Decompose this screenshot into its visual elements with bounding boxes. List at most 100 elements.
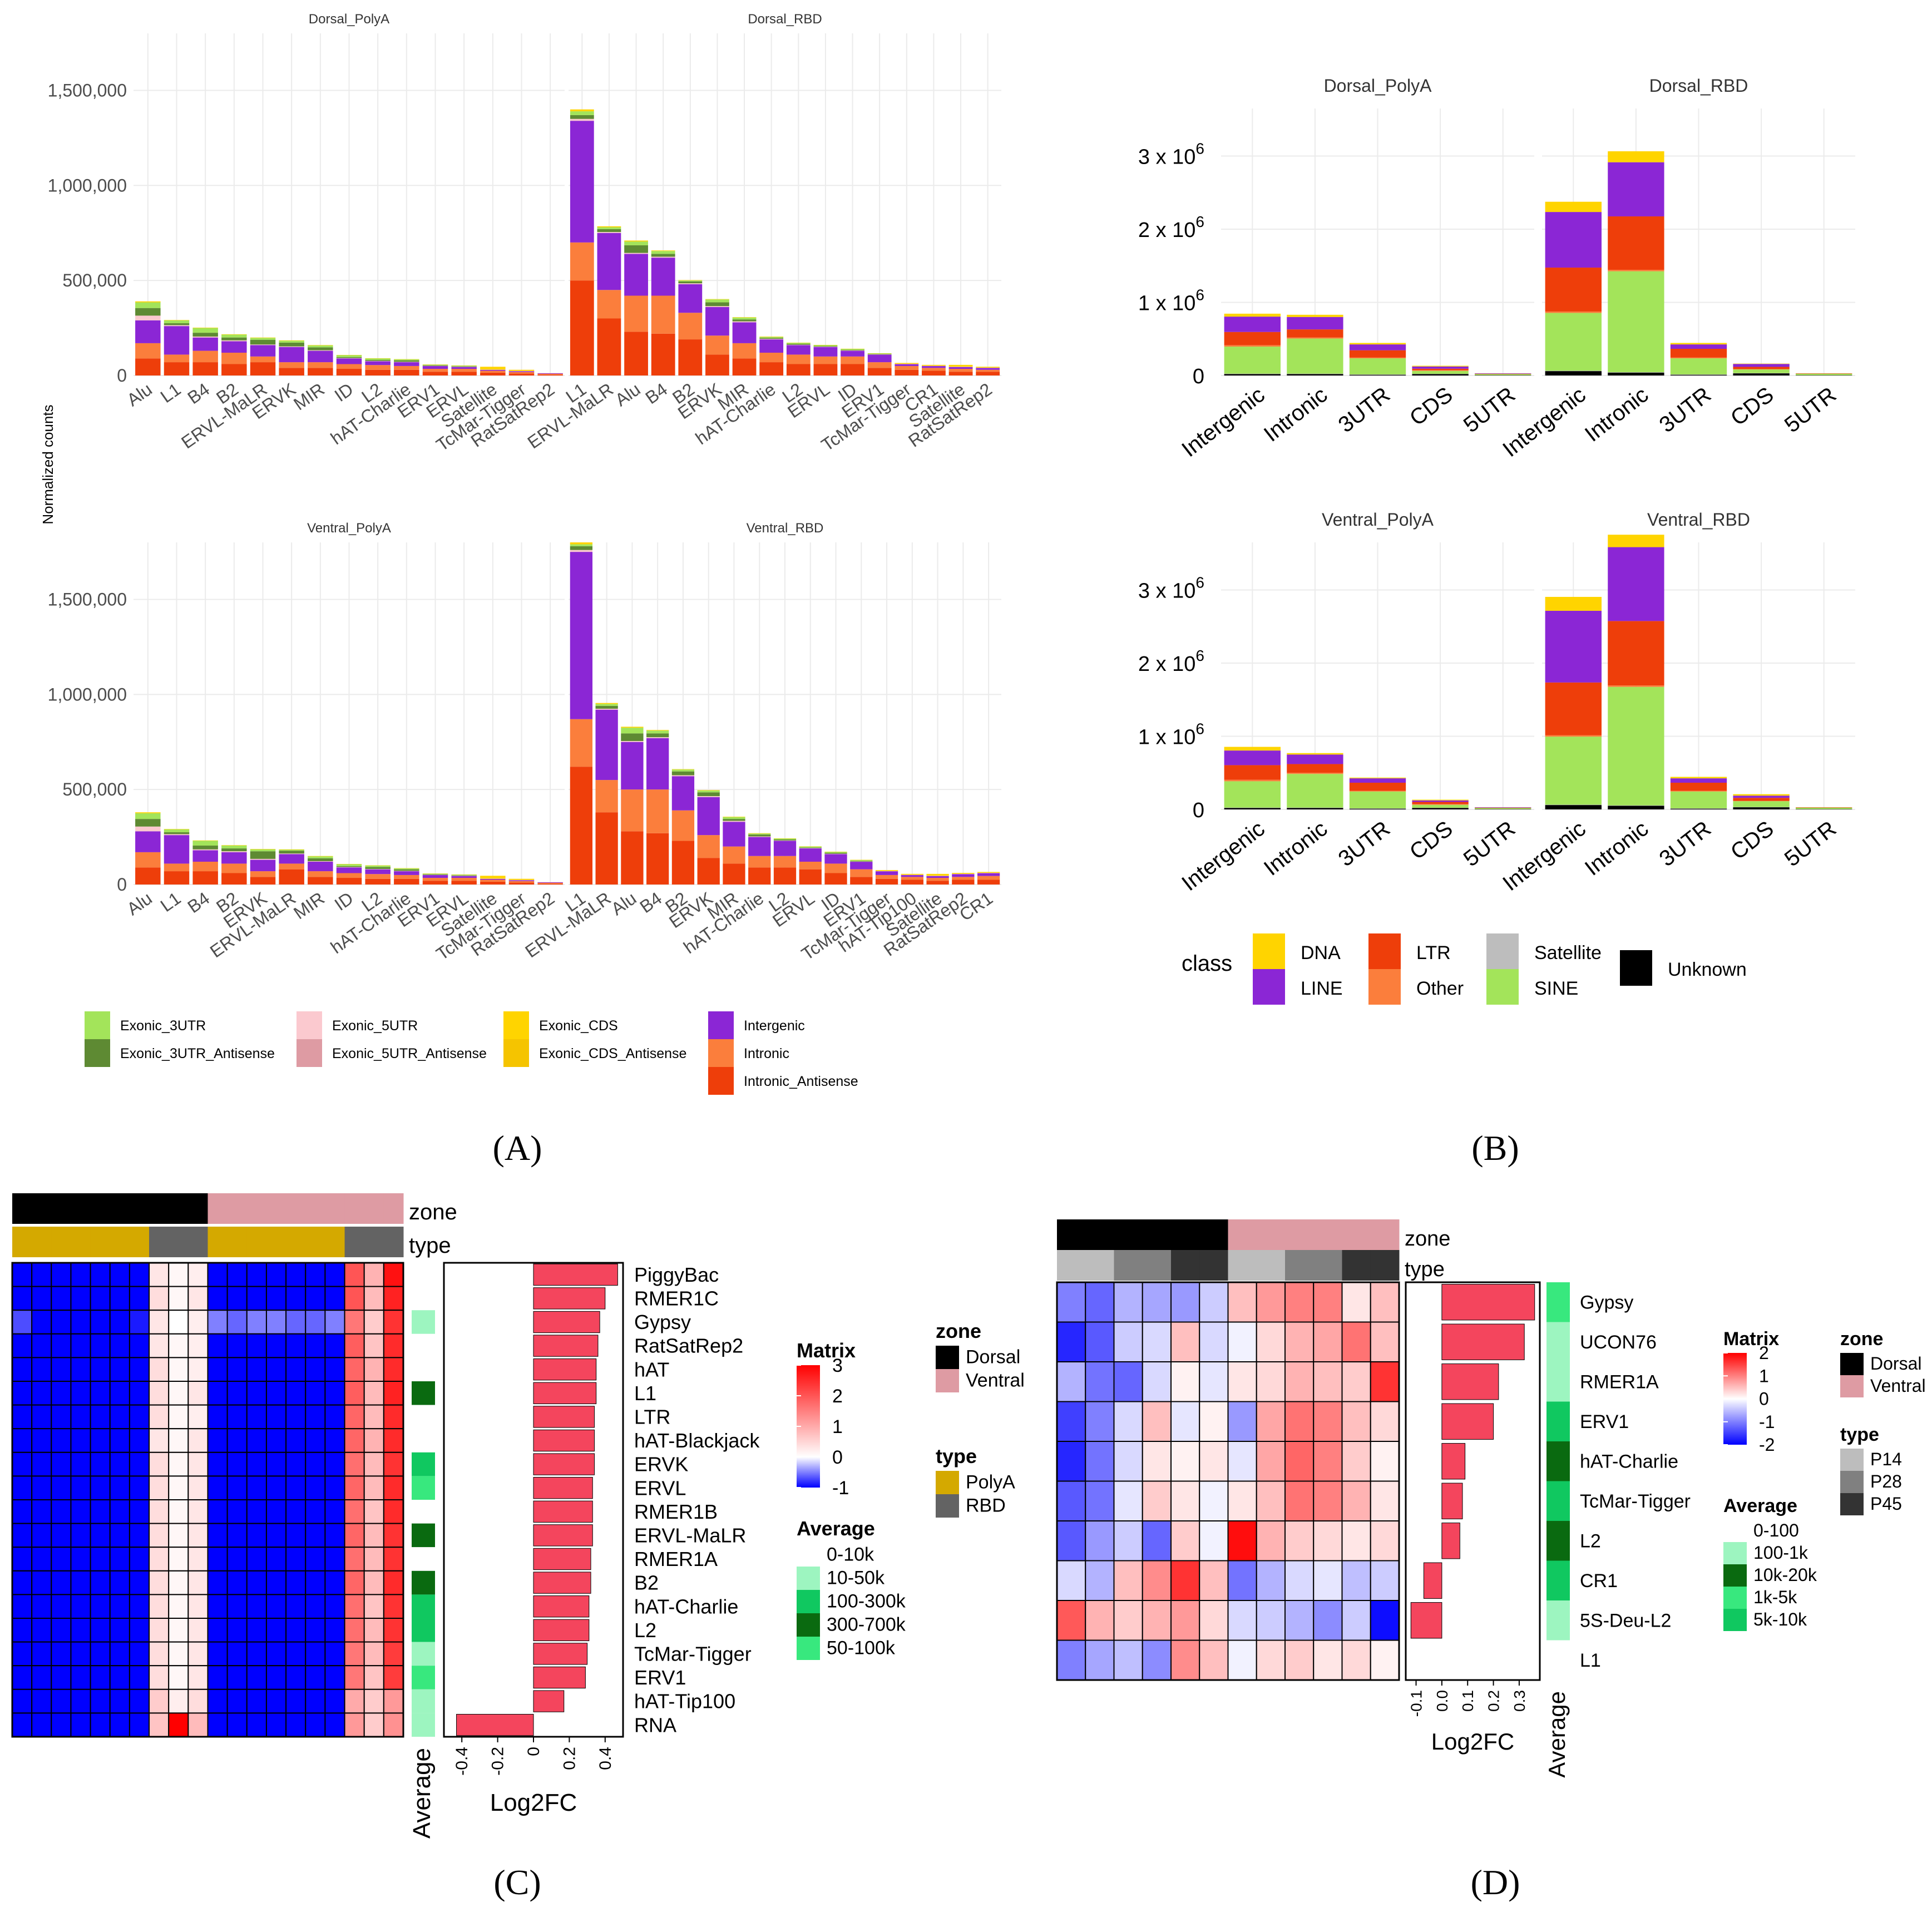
bar-segment-sine [1608, 271, 1664, 373]
heatmap-cell [226, 1641, 248, 1667]
log2fc-bar [533, 1406, 595, 1428]
heatmap-cell [149, 1570, 170, 1595]
heatmap-cell [70, 1310, 91, 1335]
legend-average-label: 0-10k [827, 1544, 874, 1565]
heatmap-cell [265, 1688, 287, 1714]
heatmap-cell [12, 1547, 33, 1572]
heatmap-cell [226, 1523, 248, 1548]
bar-segment-intronic-antisense [850, 877, 873, 885]
bar-segment-intronic-antisense [901, 880, 923, 885]
heatmap-cell [363, 1523, 384, 1548]
heatmap-cell [1227, 1520, 1257, 1562]
heatmap-cell [168, 1286, 189, 1311]
heatmap-cell [51, 1641, 72, 1667]
bar-segment-exonic-5utr [250, 344, 276, 345]
legend-label-other: Other [1416, 978, 1464, 999]
legend-label-exonic-3utr: Exonic_3UTR [120, 1018, 206, 1034]
heatmap-cell [285, 1310, 307, 1335]
bar-segment-ltr [1796, 807, 1852, 808]
heatmap-cell [305, 1357, 326, 1382]
bar-segment-intergenic [308, 350, 333, 363]
bar-segment-exonic-5utr [279, 853, 304, 854]
heatmap-cell [70, 1262, 91, 1287]
type-annotation-cell [110, 1227, 130, 1257]
bar-segment-exonic-3utr-antisense [621, 733, 644, 742]
heatmap-cell [1056, 1401, 1086, 1442]
zone-annotation-cell [129, 1193, 150, 1224]
heatmap-cell [305, 1688, 326, 1714]
bar-segment-sine [1475, 374, 1531, 376]
bar-segment-intronic-antisense [875, 878, 898, 885]
bar-segment-exonic-3utr [250, 849, 276, 852]
heatmap-cell [129, 1262, 150, 1287]
bar-segment-exonic-3utr-antisense [773, 839, 797, 841]
bar-segment-intergenic [365, 361, 391, 365]
bar-segment-exonic-3utr [646, 730, 669, 734]
bar-segment-ltr [1545, 682, 1602, 735]
heatmap-cell [149, 1547, 170, 1572]
heatmap-cell [383, 1570, 404, 1595]
heatmap-cell [207, 1618, 228, 1643]
zone-annotation-cell [1313, 1219, 1342, 1250]
heatmap-cell [246, 1475, 267, 1500]
bar-segment-intronic [841, 356, 864, 364]
type-annotation-cell [1199, 1250, 1228, 1281]
bar-segment-exonic-3utr-antisense [824, 852, 847, 854]
type-annotation-cell [169, 1227, 189, 1257]
bar-segment-exonic-3utr-antisense [250, 851, 276, 859]
bar-segment-exonic-5utr [624, 253, 648, 254]
heatmap-cell [168, 1310, 189, 1335]
heatmap-cell [51, 1547, 72, 1572]
bar-segment-exonic-3utr [624, 241, 648, 245]
heatmap-cell [285, 1641, 307, 1667]
heatmap-cell [12, 1381, 33, 1406]
type-annotation-cell [12, 1227, 32, 1257]
bar-segment-intronic [799, 862, 822, 869]
average-cell [412, 1689, 435, 1713]
log2fc-bar [1441, 1323, 1525, 1360]
heatmap-cell [207, 1641, 228, 1667]
heatmap-cell [109, 1688, 130, 1714]
y-tick-label: 0 [117, 365, 127, 386]
legend-type-swatch [1840, 1493, 1864, 1515]
legend-label-exonic-cds-antisense: Exonic_CDS_Antisense [539, 1046, 686, 1061]
heatmap-cell [51, 1357, 72, 1382]
heatmap-cell [363, 1428, 384, 1453]
heatmap-cell [344, 1688, 365, 1714]
bar-segment-intergenic [508, 880, 535, 881]
zone-annotation-cell [344, 1193, 365, 1224]
heatmap-cell [363, 1357, 384, 1382]
heatmap-cell [226, 1404, 248, 1430]
heatmap-cell [383, 1499, 404, 1524]
heatmap-cell [12, 1428, 33, 1453]
bar-segment-intergenic [308, 862, 333, 872]
heatmap-cell [344, 1475, 365, 1500]
heatmap-cell [226, 1381, 248, 1406]
y-tick-label: 3 x 106 [1138, 574, 1204, 602]
heatmap-cell [226, 1594, 248, 1619]
bar-segment-intronic-antisense [336, 369, 362, 376]
bar-segment-intergenic [537, 373, 563, 374]
bar-segment-dna [1287, 314, 1343, 317]
heatmap-cell [149, 1333, 170, 1358]
heatmap-cell [207, 1499, 228, 1524]
bar-segment-exonic-5utr [365, 360, 391, 362]
heatmap-cell [70, 1404, 91, 1430]
bar-segment-line [1545, 610, 1602, 683]
heatmap-cell [285, 1523, 307, 1548]
bar-segment-dna [1287, 753, 1343, 755]
heatmap-cell [285, 1451, 307, 1477]
bar-segment-exonic-5utr [422, 365, 448, 367]
heatmap-cell [207, 1381, 228, 1406]
bar-segment-intronic [508, 881, 535, 883]
type-annotation-cell [188, 1227, 208, 1257]
legend-label-exonic-cds: Exonic_CDS [539, 1018, 618, 1034]
heatmap-cell [305, 1428, 326, 1453]
zone-annotation-cell [1057, 1219, 1086, 1250]
bar-segment-exonic-cds [952, 873, 975, 874]
heatmap-cell [305, 1547, 326, 1572]
heatmap-cell [168, 1618, 189, 1643]
heatmap-cell [187, 1594, 209, 1619]
bar-segment-exonic-5utr [651, 256, 675, 258]
heatmap-cell [246, 1404, 267, 1430]
